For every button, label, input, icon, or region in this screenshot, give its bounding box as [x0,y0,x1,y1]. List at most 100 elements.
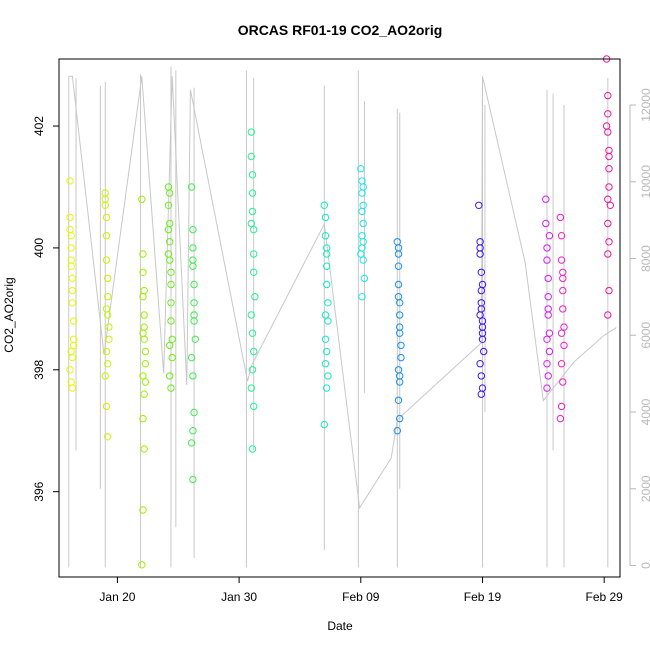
data-point [141,378,150,386]
data-point [396,414,404,423]
data-point [248,207,257,216]
data-point [68,299,77,307]
data-point [396,372,404,380]
data-point [140,323,148,331]
data-point [545,232,554,240]
data-point [166,189,174,197]
data-point [358,232,366,240]
data-point [167,384,175,392]
data-point [543,384,551,392]
data-point [323,250,331,258]
data-point [320,420,328,429]
y-tick-label: 398 [32,359,46,379]
data-point [140,286,148,295]
data-point [102,305,111,313]
x-tick-label: Feb 09 [342,590,380,604]
data-point [604,91,612,100]
data-point [397,353,405,362]
data-point [556,213,565,222]
data-point [478,280,487,289]
data-point [138,195,146,203]
data-point [141,360,150,368]
data-point [247,384,256,392]
data-point [604,219,612,228]
right-tick-label: 10000 [639,165,650,199]
data-point [138,561,146,569]
data-point [187,439,196,447]
data-point [394,293,403,301]
data-point [605,165,613,173]
data-point [189,372,197,380]
scatter-points [66,55,614,569]
data-point [557,360,566,368]
data-point [324,372,332,380]
data-point [359,256,367,264]
right-tick-label: 4000 [639,398,650,425]
x-tick-label: Feb 29 [586,590,624,604]
data-point [164,225,173,234]
data-point [605,286,613,295]
data-point [102,213,111,222]
data-point [544,305,552,313]
data-point [321,213,330,222]
data-point [477,299,485,307]
data-point [166,372,174,380]
data-point [190,280,198,289]
data-point [105,335,113,343]
data-point [140,335,148,343]
data-point [605,152,613,161]
right-tick-label: 8000 [639,245,650,272]
y-tick-label: 402 [32,116,46,136]
data-point [67,262,75,270]
data-point [544,293,552,301]
data-point [606,201,614,210]
x-tick-label: Feb 19 [464,590,502,604]
data-point [543,360,551,368]
data-point [250,250,258,258]
data-point [476,244,484,252]
data-point [247,219,256,228]
data-point [478,323,487,331]
data-point [604,110,612,118]
data-point [542,195,550,203]
data-point [320,201,328,210]
data-point [166,341,174,350]
data-point [247,152,256,161]
data-point [323,384,331,392]
data-point [324,317,332,325]
data-point [323,280,331,289]
data-point [560,323,568,331]
right-tick-label: 2000 [639,475,650,502]
data-point [69,341,78,350]
data-point [359,201,367,210]
data-point [139,268,147,276]
data-point [102,256,111,264]
data-point [105,323,113,331]
data-point [604,250,612,258]
data-point [167,317,175,325]
data-point [167,280,175,289]
x-tick-label: Jan 30 [221,590,257,604]
data-point [560,341,568,350]
data-point [478,335,487,343]
data-point [140,445,148,453]
data-point [544,274,552,283]
data-point [250,402,258,411]
data-point [559,274,567,283]
data-point [396,311,404,319]
right-tick-label: 12000 [639,88,650,122]
data-point [140,311,148,319]
data-point [475,201,483,210]
data-point [248,171,257,179]
data-point [189,256,197,264]
data-point [557,329,566,337]
data-point [321,232,330,240]
data-point [248,366,257,374]
data-point [394,280,403,289]
data-point [190,408,198,417]
data-point [66,213,74,222]
data-point [104,360,112,368]
data-point [66,177,74,185]
y-tick-label: 400 [32,238,46,258]
data-point [556,414,565,423]
